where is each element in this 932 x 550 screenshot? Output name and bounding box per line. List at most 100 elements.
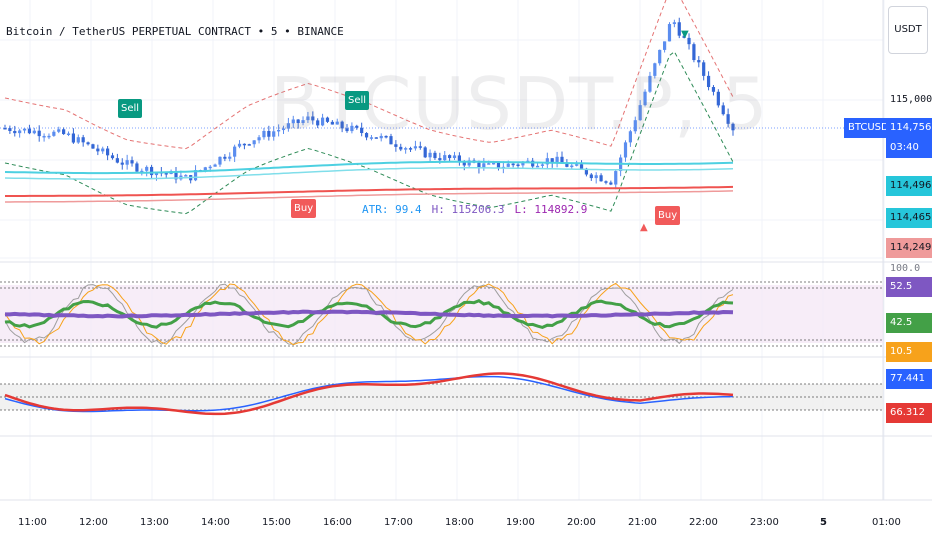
candle-body — [682, 35, 686, 38]
candle-body — [491, 162, 496, 165]
candle-body — [633, 120, 637, 132]
candle-body — [457, 155, 461, 163]
stats-line: ATR: 99.4 H: 115206.3 L: 114892.9 — [362, 203, 597, 216]
candle-body — [267, 130, 271, 137]
candle-body — [477, 162, 481, 169]
rsi-top-tick: 100.0 — [890, 263, 921, 274]
candle-body — [233, 146, 237, 157]
candle-body — [667, 24, 672, 42]
candle-body — [325, 117, 330, 122]
candle-body — [252, 140, 256, 145]
rsi-tag: 52.5 — [886, 277, 932, 297]
candle-body — [101, 148, 105, 152]
candle-body — [110, 155, 115, 159]
candle-body — [638, 105, 642, 121]
candle-body — [62, 129, 66, 135]
time-axis-label: 13:00 — [140, 517, 169, 528]
time-axis-label: 5 — [820, 517, 827, 528]
candle-body — [291, 119, 295, 124]
time-axis-label: 12:00 — [79, 517, 108, 528]
time-axis-label: 19:00 — [506, 517, 535, 528]
candle-body — [506, 163, 510, 167]
candle-body — [86, 142, 90, 145]
candle-body — [76, 137, 80, 143]
candle-body — [96, 148, 100, 152]
candle-body — [203, 167, 207, 171]
candle-body — [106, 148, 110, 156]
candle-body — [609, 182, 613, 185]
candle-body — [154, 172, 159, 176]
candle-body — [47, 135, 51, 138]
candle-body — [115, 158, 119, 163]
candle-body — [672, 22, 676, 25]
candle-body — [306, 116, 310, 121]
candle-body — [174, 171, 178, 180]
candle-body — [262, 130, 266, 138]
candle-body — [599, 175, 603, 182]
candle-body — [721, 105, 725, 115]
candle-body — [716, 91, 720, 106]
candle-body — [301, 120, 305, 123]
rsi-tag: 10.5 — [886, 342, 932, 362]
candle-body — [648, 75, 652, 92]
osc-tag: 77.441 — [886, 369, 932, 389]
candle-body — [516, 164, 520, 167]
candle-body — [604, 181, 608, 183]
candle-body — [555, 156, 559, 163]
atr-value: ATR: 99.4 — [362, 203, 422, 216]
candle-body — [360, 127, 364, 134]
time-axis-label: 15:00 — [262, 517, 291, 528]
time-axis-label: 21:00 — [628, 517, 657, 528]
candle-body — [286, 123, 290, 129]
candle-body — [687, 37, 691, 45]
currency-button[interactable]: USDT — [888, 6, 928, 54]
ma-red-line — [5, 190, 734, 203]
sell-signal: Sell — [345, 91, 370, 110]
candle-body — [272, 131, 276, 137]
candle-body — [628, 131, 632, 143]
candle-body — [594, 175, 598, 179]
candle-body — [237, 143, 242, 147]
candle-body — [37, 130, 41, 137]
candle-body — [350, 125, 354, 132]
candle-body — [589, 174, 593, 179]
candle-body — [423, 147, 427, 158]
candle-body — [711, 87, 716, 92]
candle-body — [653, 63, 657, 76]
candle-body — [408, 148, 413, 150]
candle-body — [584, 168, 589, 175]
candle-body — [247, 144, 251, 146]
candle-body — [560, 156, 564, 163]
candle-body — [575, 164, 579, 166]
candle-body — [355, 125, 359, 128]
high-value: H: 115206.3 — [431, 203, 505, 216]
price-tick: 115,000.0 — [890, 94, 932, 105]
sell-signal: Sell — [118, 99, 143, 118]
candle-body — [193, 170, 198, 181]
rsi-purple-line — [5, 309, 734, 319]
candle-body — [149, 166, 154, 176]
last-price-tag: 114,756.4 — [886, 118, 932, 138]
candle-body — [487, 163, 491, 165]
candle-body — [399, 146, 403, 150]
candle-body — [702, 62, 706, 76]
candle-body — [726, 114, 730, 124]
osc-red-line — [4, 372, 734, 416]
candle-body — [521, 162, 525, 166]
candle-body — [364, 133, 369, 138]
candle-body — [71, 133, 76, 143]
time-axis-label: 23:00 — [750, 517, 779, 528]
candle-body — [311, 116, 315, 121]
candle-body — [130, 160, 134, 164]
candle-body — [330, 121, 334, 125]
candle-body — [467, 160, 471, 166]
osc-tag: 66.312 — [886, 403, 932, 423]
candle-body — [213, 164, 217, 167]
rsi-tag: 42.5 — [886, 313, 932, 333]
candle-body — [257, 137, 261, 141]
candle-body — [418, 146, 422, 148]
candle-body — [66, 133, 71, 135]
candle-body — [32, 130, 36, 134]
candle-body — [428, 152, 432, 158]
